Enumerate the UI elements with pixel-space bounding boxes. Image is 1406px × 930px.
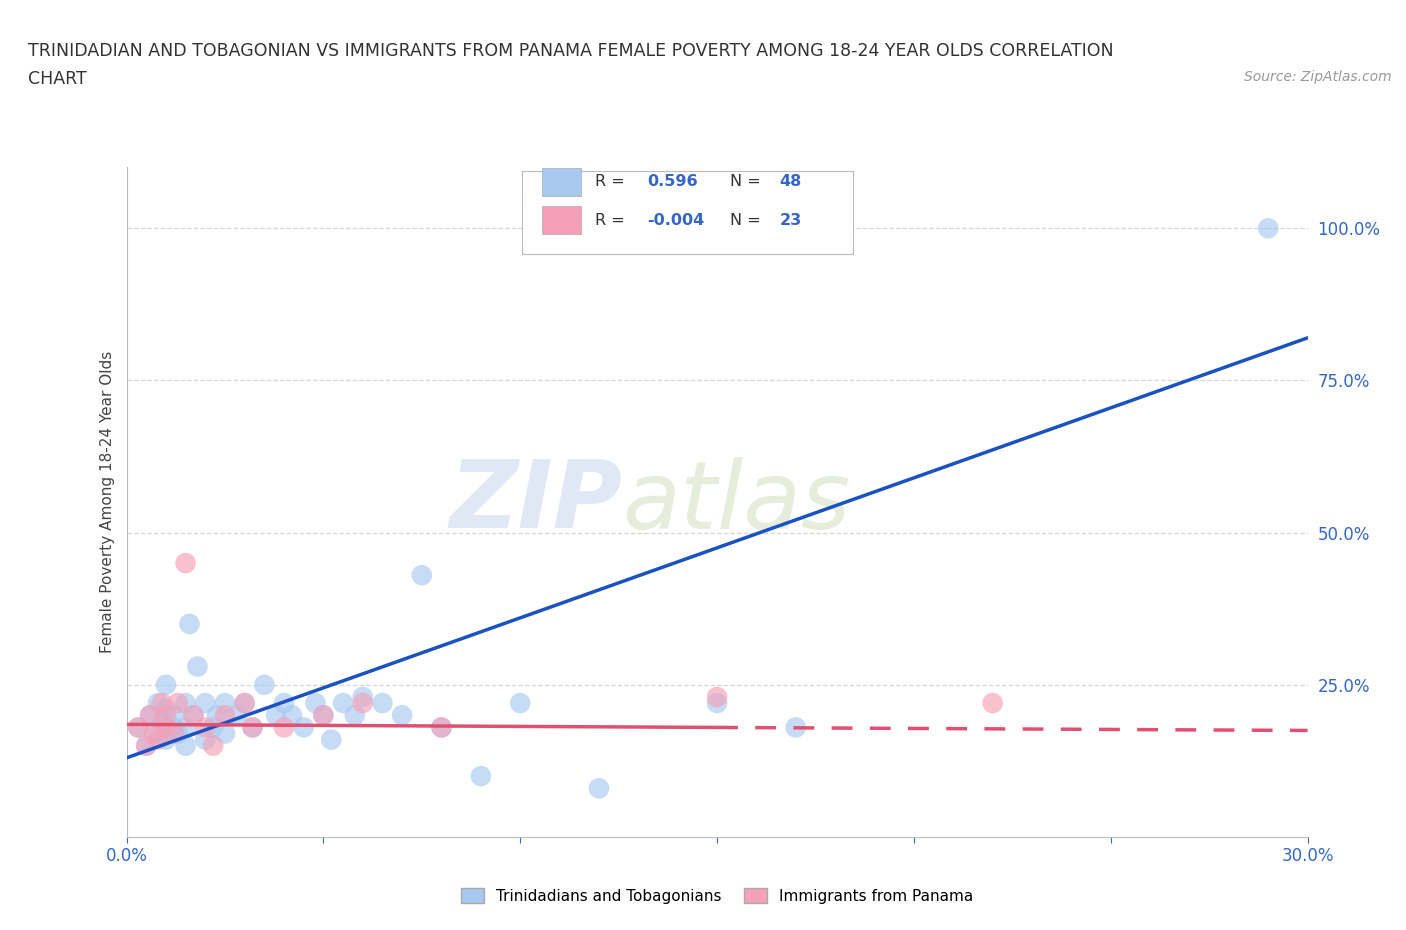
Point: [174, 738, 197, 753]
Legend: Trinidadians and Tobagonians, Immigrants from Panama: Trinidadians and Tobagonians, Immigrants…: [454, 882, 980, 910]
Point: [150, 696, 173, 711]
Point: [163, 726, 186, 741]
Point: [281, 708, 304, 723]
Point: [706, 696, 728, 711]
Point: [135, 738, 157, 753]
Y-axis label: Female Poverty Among 18-24 Year Olds: Female Poverty Among 18-24 Year Olds: [100, 352, 115, 654]
Point: [785, 720, 807, 735]
Point: [470, 769, 492, 784]
Point: [155, 677, 177, 692]
Point: [186, 659, 208, 674]
Point: [273, 720, 295, 735]
Point: [155, 720, 177, 735]
Point: [194, 720, 217, 735]
Point: [264, 708, 287, 723]
Point: [163, 708, 186, 723]
Point: [179, 617, 201, 631]
Point: [352, 696, 374, 711]
Point: [146, 696, 169, 711]
Text: Source: ZipAtlas.com: Source: ZipAtlas.com: [1244, 70, 1392, 84]
Point: [321, 732, 343, 747]
Point: [312, 708, 335, 723]
Point: [202, 738, 225, 753]
Point: [292, 720, 315, 735]
Text: ZIP: ZIP: [450, 457, 623, 548]
Point: [225, 708, 247, 723]
Point: [233, 696, 256, 711]
Point: [166, 726, 188, 741]
Point: [253, 677, 276, 692]
Point: [205, 708, 228, 723]
Point: [146, 732, 169, 747]
Point: [509, 696, 531, 711]
Point: [174, 720, 197, 735]
Point: [155, 732, 177, 747]
Point: [233, 696, 256, 711]
Point: [155, 708, 177, 723]
Text: N =: N =: [730, 174, 761, 189]
Point: [343, 708, 366, 723]
Point: [214, 708, 236, 723]
Point: [139, 708, 162, 723]
Point: [332, 696, 354, 711]
Point: [183, 708, 205, 723]
Point: [143, 726, 166, 741]
Point: [183, 708, 205, 723]
Point: [411, 568, 433, 583]
Point: [304, 696, 326, 711]
Point: [352, 689, 374, 704]
Point: [981, 696, 1004, 711]
Point: [312, 708, 335, 723]
FancyBboxPatch shape: [522, 171, 853, 255]
Text: R =: R =: [595, 213, 626, 228]
Point: [150, 714, 173, 729]
Point: [155, 702, 177, 717]
Point: [371, 696, 394, 711]
Point: [242, 720, 264, 735]
Point: [174, 696, 197, 711]
Point: [139, 708, 162, 723]
Text: atlas: atlas: [623, 457, 851, 548]
Point: [127, 720, 149, 735]
Text: TRINIDADIAN AND TOBAGONIAN VS IMMIGRANTS FROM PANAMA FEMALE POVERTY AMONG 18-24 : TRINIDADIAN AND TOBAGONIAN VS IMMIGRANTS…: [28, 42, 1114, 60]
Text: 23: 23: [780, 213, 801, 228]
Point: [163, 720, 186, 735]
Text: CHART: CHART: [28, 70, 87, 87]
Point: [146, 726, 169, 741]
Text: 48: 48: [780, 174, 801, 189]
Text: 0.596: 0.596: [647, 174, 697, 189]
Point: [202, 720, 225, 735]
Point: [430, 720, 453, 735]
Point: [214, 726, 236, 741]
FancyBboxPatch shape: [543, 206, 581, 234]
Point: [1257, 220, 1279, 235]
Text: N =: N =: [730, 213, 761, 228]
Point: [174, 555, 197, 570]
Text: -0.004: -0.004: [647, 213, 704, 228]
Point: [391, 708, 413, 723]
Point: [214, 696, 236, 711]
Point: [430, 720, 453, 735]
Point: [135, 738, 157, 753]
Point: [588, 781, 610, 796]
Point: [166, 696, 188, 711]
Point: [242, 720, 264, 735]
Point: [127, 720, 149, 735]
Point: [194, 696, 217, 711]
Point: [706, 689, 728, 704]
Text: R =: R =: [595, 174, 626, 189]
Point: [194, 732, 217, 747]
Point: [273, 696, 295, 711]
FancyBboxPatch shape: [543, 167, 581, 195]
